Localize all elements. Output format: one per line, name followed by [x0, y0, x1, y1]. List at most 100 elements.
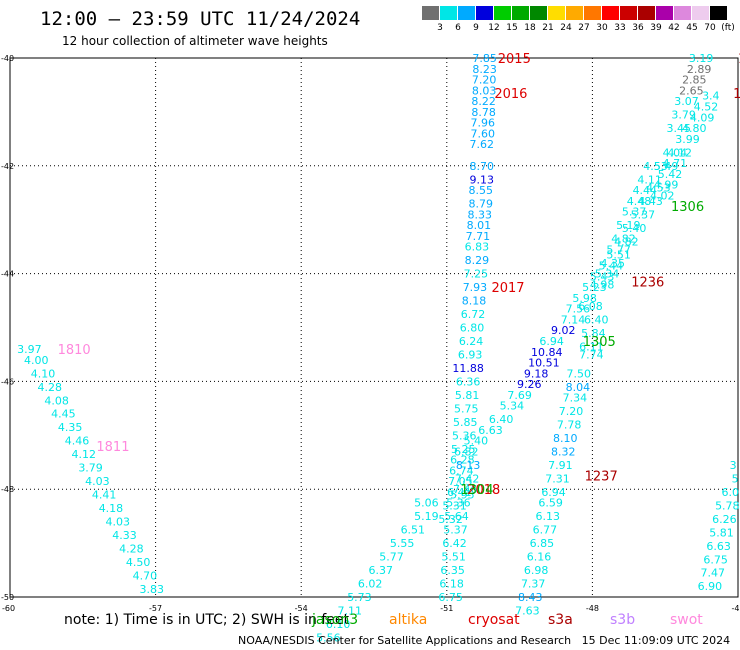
legend-tick-label: 12 [488, 23, 500, 33]
time-annotation: 12 [738, 52, 740, 67]
legend-swatch [422, 6, 439, 20]
data-point-label: 8.03 [472, 84, 497, 97]
data-point-label: 4.12 [72, 448, 97, 461]
data-point-label: 4.98 [590, 278, 615, 291]
legend-tick-label: 21 [542, 23, 554, 33]
data-point-label: 7.78 [557, 419, 582, 432]
data-point-label: 4.44 [633, 184, 658, 197]
x-tick-label: -48 [586, 604, 599, 613]
legend-tick-label: 27 [578, 23, 590, 33]
legend-swatch [512, 6, 529, 20]
data-point-label: 6.82 [454, 445, 479, 458]
data-point-label: 6.90 [698, 580, 723, 593]
data-point-label: 7.37 [521, 578, 546, 591]
data-point-label: 5.81 [455, 389, 480, 402]
data-point-label: 6.63 [706, 540, 731, 553]
data-point-label: 6.80 [460, 322, 485, 335]
time-annotation: 2017 [491, 281, 524, 296]
data-point-label: 8.23 [472, 63, 497, 76]
satellite-label-s3b: s3b [610, 612, 636, 628]
data-point-label: 4.33 [112, 529, 137, 542]
data-point-label: 5.36 [452, 429, 477, 442]
data-point-label: 8.55 [469, 184, 494, 197]
data-point-label: 5.31 [442, 499, 467, 512]
data-point-label: 3.79 [671, 109, 696, 122]
data-point-label: 8.18 [462, 295, 487, 308]
time-annotation: 1811 [96, 440, 129, 455]
x-tick-label: -45 [731, 604, 740, 613]
data-point-label: 6.74 [449, 464, 474, 477]
data-point-label: 6.40 [584, 313, 609, 326]
satellite-label-s3a: s3a [548, 612, 573, 628]
data-point-label: 4.11 [637, 173, 662, 186]
data-point-label: 2.89 [687, 63, 712, 76]
data-point-label: 5.78 [715, 499, 740, 512]
data-point-label: 4.00 [24, 354, 49, 367]
data-point-label: 4.03 [85, 475, 110, 488]
data-point-label: 6.59 [538, 497, 563, 510]
data-point-label: 5.23 [582, 281, 607, 294]
data-point-label: 4.53 [643, 160, 668, 173]
data-point-label: 8.70 [469, 160, 494, 173]
legend-tick-label: 3 [437, 23, 443, 33]
legend-tick-label: 30 [596, 23, 608, 33]
data-point-label: 5.51 [441, 551, 466, 564]
data-point-label: 4.08 [44, 394, 69, 407]
data-point-label: 5.64 [444, 510, 469, 523]
chart-title: 12:00 – 23:59 UTC 11/24/2024 [40, 8, 361, 30]
data-point-label: 6.40 [489, 413, 514, 426]
data-point-label: 6.10 [326, 618, 351, 631]
data-point-label: 4.02 [650, 189, 675, 202]
data-point-label: 5.44 [599, 260, 624, 273]
data-point-label: 5.32 [438, 513, 463, 526]
data-point-label: 5.75 [454, 402, 479, 415]
data-point-label: 6.36 [456, 375, 481, 388]
data-point-label: 3.07 [674, 95, 699, 108]
legend-tick-label: 45 [686, 23, 698, 33]
data-point-label: 5.51 [606, 249, 631, 262]
data-point-label: 6.83 [465, 241, 490, 254]
data-point-label: 6.42 [442, 537, 467, 550]
data-point-label: 7.31 [545, 472, 570, 485]
data-point-label: 6.24 [459, 335, 484, 348]
data-point-label: 8.29 [465, 254, 490, 267]
data-point-label: 6.75 [438, 591, 463, 604]
data-point-label: 6.94 [541, 486, 566, 499]
data-point-label: 4.35 [601, 257, 626, 270]
data-point-label: 4.18 [99, 502, 124, 515]
data-point-label: 9.18 [524, 367, 549, 380]
data-point-label: 5.37 [443, 524, 468, 537]
data-point-label: 5.95 [450, 489, 475, 502]
data-point-label: 11.88 [452, 362, 484, 375]
x-tick-label: -54 [295, 604, 308, 613]
satellite-label-swot: swot [670, 612, 703, 628]
data-point-label: 4.45 [51, 408, 76, 421]
data-point-label: 7.20 [559, 405, 584, 418]
data-point-label: 7.71 [466, 230, 491, 243]
data-point-label: 6.28 [450, 454, 475, 467]
legend-tick-label: 33 [614, 23, 626, 33]
data-point-label: 9.26 [517, 378, 542, 391]
data-point-label: 7.25 [464, 268, 489, 281]
time-annotation: 1235 [733, 87, 740, 102]
data-point-label: 6.77 [533, 524, 558, 537]
legend-tick-label: 18 [524, 23, 536, 33]
data-point-label: 5.85 [453, 416, 478, 429]
data-point-label: 4.82 [614, 235, 639, 248]
satellite-label-cryosat: cryosat [468, 612, 520, 628]
x-tick-label: -60 [2, 604, 15, 613]
data-point-label: 8.13 [456, 459, 481, 472]
legend-tick-label: 6 [455, 23, 461, 33]
data-point-label: 8.22 [471, 95, 496, 108]
data-point-label: 2.85 [682, 74, 707, 87]
time-annotation: 1810 [58, 343, 91, 358]
data-point-label: 7.60 [470, 127, 495, 140]
data-point-label: 5.77 [606, 243, 631, 256]
data-point-label: 7.05 [448, 475, 473, 488]
data-point-label: 7.56 [566, 303, 591, 316]
note-text: note: 1) Time is in UTC; 2) SWH is in fe… [64, 612, 350, 628]
data-point-label: 9.13 [469, 173, 494, 186]
data-point-label: 3.79 [78, 462, 103, 475]
legend-swatch [638, 6, 655, 20]
data-point-label: 7.96 [470, 117, 495, 130]
